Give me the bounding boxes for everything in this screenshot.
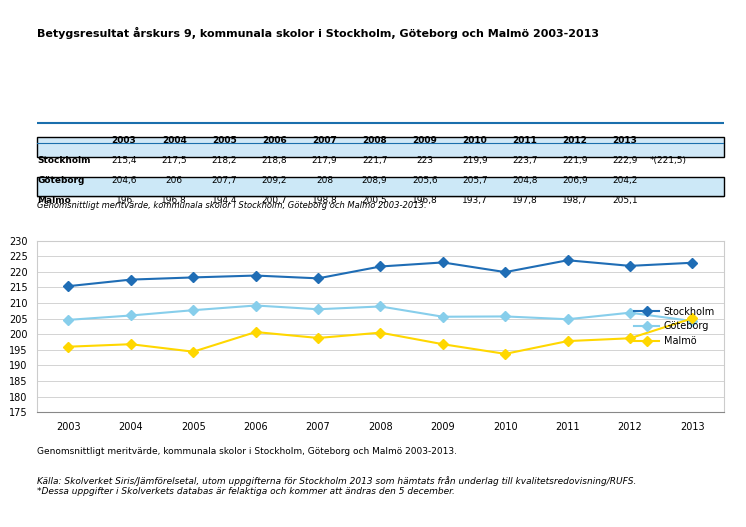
Text: 196: 196 — [116, 196, 133, 204]
Göteborg — [126, 313, 135, 319]
Stockholm — [189, 274, 198, 280]
Text: 205,1: 205,1 — [612, 196, 638, 204]
Text: 218,8: 218,8 — [262, 156, 287, 165]
Text: 217,5: 217,5 — [161, 156, 187, 165]
Text: 205,7: 205,7 — [462, 176, 488, 185]
Text: 200,5: 200,5 — [362, 196, 387, 204]
Stockholm — [251, 272, 260, 279]
Text: *(221,5): *(221,5) — [651, 156, 687, 165]
Text: 2005: 2005 — [212, 136, 236, 145]
Malmö — [376, 329, 385, 336]
Text: 204,6: 204,6 — [111, 176, 137, 185]
Göteborg — [251, 302, 260, 309]
Text: 222,9: 222,9 — [612, 156, 638, 165]
Text: Stockholm: Stockholm — [37, 156, 91, 165]
Text: 221,9: 221,9 — [562, 156, 588, 165]
Text: Göteborg: Göteborg — [37, 176, 85, 185]
Text: Betygsresultat årskurs 9, kommunala skolor i Stockholm, Göteborg och Malmö 2003-: Betygsresultat årskurs 9, kommunala skol… — [37, 27, 599, 39]
Text: 2009: 2009 — [413, 136, 437, 145]
Text: 219,9: 219,9 — [462, 156, 488, 165]
Stockholm — [376, 264, 385, 270]
Text: 2010: 2010 — [463, 136, 487, 145]
Text: 2007: 2007 — [312, 136, 337, 145]
Text: 206: 206 — [166, 176, 183, 185]
Text: 2013: 2013 — [612, 136, 638, 145]
Malmö — [688, 315, 697, 321]
Malmö — [626, 335, 635, 341]
Text: 196,8: 196,8 — [161, 196, 187, 204]
Legend: Stockholm, Göteborg, Malmö: Stockholm, Göteborg, Malmö — [630, 302, 718, 350]
Göteborg — [64, 317, 73, 323]
Göteborg — [563, 316, 572, 323]
Text: 218,2: 218,2 — [212, 156, 237, 165]
Malmö — [313, 335, 322, 341]
Stockholm — [439, 259, 448, 266]
Text: 2012: 2012 — [562, 136, 587, 145]
Text: 215,4: 215,4 — [111, 156, 137, 165]
FancyBboxPatch shape — [37, 177, 724, 197]
Göteborg — [688, 318, 697, 324]
Göteborg — [626, 309, 635, 316]
Text: 208: 208 — [316, 176, 333, 185]
Text: 208,9: 208,9 — [362, 176, 387, 185]
Line: Malmö: Malmö — [65, 315, 696, 357]
Malmö — [126, 341, 135, 347]
Stockholm — [126, 277, 135, 283]
Text: Genomsnittligt meritvärde, kommunala skolor i Stockholm, Göteborg och Malmö 2003: Genomsnittligt meritvärde, kommunala sko… — [37, 201, 427, 210]
Text: 2006: 2006 — [262, 136, 286, 145]
Text: 221,7: 221,7 — [362, 156, 387, 165]
Text: Källa: Skolverket Siris/Jämförelsetal, utom uppgifterna för Stockholm 2013 som h: Källa: Skolverket Siris/Jämförelsetal, u… — [37, 476, 636, 496]
Text: Malmö: Malmö — [37, 196, 71, 204]
Göteborg — [501, 313, 510, 319]
Text: 223,7: 223,7 — [513, 156, 538, 165]
Text: 2003: 2003 — [112, 136, 137, 145]
Stockholm — [501, 269, 510, 275]
Text: 196,8: 196,8 — [412, 196, 438, 204]
Text: 193,7: 193,7 — [462, 196, 488, 204]
Text: 207,7: 207,7 — [212, 176, 237, 185]
Text: 2004: 2004 — [162, 136, 186, 145]
Malmö — [251, 329, 260, 335]
Text: 209,2: 209,2 — [262, 176, 287, 185]
FancyBboxPatch shape — [37, 137, 724, 157]
Stockholm — [563, 257, 572, 264]
Text: 198,7: 198,7 — [562, 196, 588, 204]
Text: 197,8: 197,8 — [512, 196, 538, 204]
Text: 205,6: 205,6 — [412, 176, 438, 185]
Text: 223: 223 — [416, 156, 433, 165]
Stockholm — [64, 283, 73, 289]
Text: 198,8: 198,8 — [312, 196, 337, 204]
Text: 200,7: 200,7 — [262, 196, 287, 204]
Stockholm — [626, 262, 635, 269]
Malmö — [563, 338, 572, 344]
Text: Genomsnittligt meritvärde, kommunala skolor i Stockholm, Göteborg och Malmö 2003: Genomsnittligt meritvärde, kommunala sko… — [37, 446, 457, 455]
Text: 206,9: 206,9 — [562, 176, 588, 185]
Göteborg — [376, 303, 385, 309]
Malmö — [501, 351, 510, 357]
Text: 204,8: 204,8 — [513, 176, 538, 185]
Göteborg — [439, 314, 448, 320]
Stockholm — [688, 260, 697, 266]
Text: 2011: 2011 — [513, 136, 537, 145]
Text: 2008: 2008 — [363, 136, 387, 145]
Text: 194,4: 194,4 — [212, 196, 237, 204]
Malmö — [189, 348, 198, 355]
Göteborg — [313, 306, 322, 313]
Text: 217,9: 217,9 — [312, 156, 337, 165]
Malmö — [439, 341, 448, 347]
Malmö — [64, 344, 73, 350]
Göteborg — [189, 307, 198, 314]
Text: 204,2: 204,2 — [612, 176, 638, 185]
Line: Stockholm: Stockholm — [65, 257, 696, 290]
Stockholm — [313, 275, 322, 281]
Line: Göteborg: Göteborg — [65, 302, 696, 325]
